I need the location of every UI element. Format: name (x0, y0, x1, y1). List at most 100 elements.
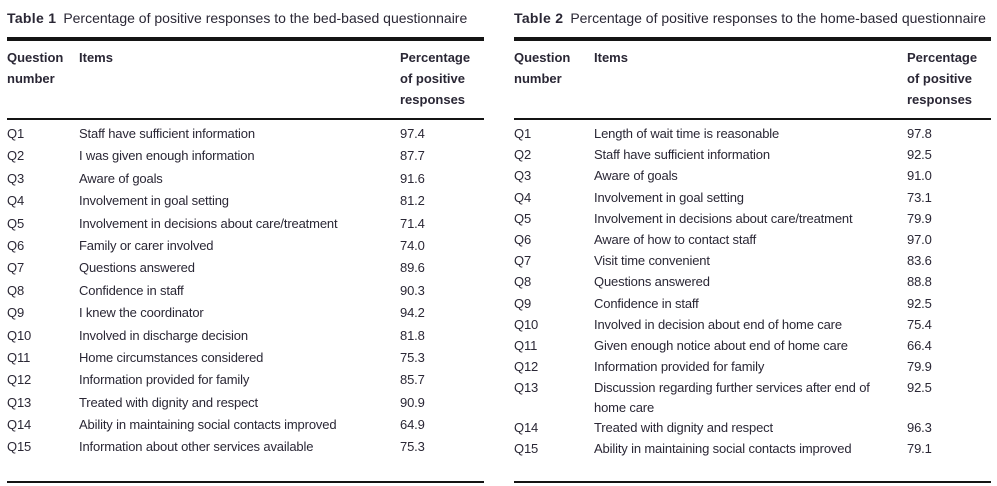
table-row: Q4 Involvement in goal setting 81.2 (7, 191, 484, 213)
row-question-number: Q8 (7, 282, 25, 298)
row-question-number: Q13 (514, 380, 539, 396)
row-item: Home circumstances considered (79, 349, 264, 365)
table-row: Q15 Information about other services avai… (7, 437, 484, 459)
row-value: 75.3 (400, 349, 425, 365)
row-value: 74.0 (400, 237, 425, 253)
table-row: Q2 I was given enough information 87.7 (7, 146, 484, 168)
row-value: 97.8 (907, 126, 932, 141)
row-question-number: Q6 (7, 237, 25, 253)
caption-rule (7, 37, 484, 41)
row-value: 94.2 (400, 305, 425, 321)
row-item: Questions answered (594, 274, 710, 290)
row-question-number: Q15 (7, 439, 32, 455)
table-row: Q6 Aware of how to contact staff 97.0 (514, 230, 991, 251)
row-item: Confidence in staff (79, 282, 184, 298)
row-item: Involved in decision about end of home c… (594, 316, 842, 332)
row-item: Involvement in decisions about care/trea… (594, 210, 853, 226)
row-value: 90.9 (400, 394, 425, 410)
row-item: I was given enough information (79, 148, 255, 164)
row-item: Length of wait time is reasonable (594, 126, 780, 141)
row-value: 79.9 (907, 359, 932, 375)
row-item: Information provided for family (594, 359, 765, 375)
table-row: Q12 Information provided for family 79.9 (514, 357, 991, 378)
table-row: Q5 Involvement in decisions about care/tr… (7, 214, 484, 236)
table-header-row: Question number Items Percentage of posi… (514, 41, 991, 118)
row-item: Family or carer involved (79, 237, 214, 253)
row-item: Involvement in goal setting (594, 189, 744, 205)
row-question-number: Q2 (514, 147, 532, 163)
row-question-number: Q6 (514, 231, 532, 247)
row-question-number: Q5 (7, 215, 25, 231)
table-row: Q1 Length of wait time is reasonable 97.8 (514, 124, 991, 145)
row-question-number: Q14 (514, 420, 539, 436)
table-row: Q7 Questions answered 89.6 (7, 258, 484, 280)
row-item: Aware of how to contact staff (594, 231, 757, 247)
table-row: Q11 Home circumstances considered 75.3 (7, 348, 484, 370)
table-caption: Table 1 Percentage of positive responses … (7, 4, 484, 30)
row-item: Given enough notice about end of home ca… (594, 337, 848, 353)
row-value: 79.1 (907, 441, 932, 457)
table-row: Q3 Aware of goals 91.0 (514, 166, 991, 187)
row-item: Involved in discharge decision (79, 327, 248, 343)
row-question-number: Q10 (7, 327, 32, 343)
table-row: Q1 Staff have sufficient information 97.4 (7, 124, 484, 146)
row-item: Information about other services availab… (79, 439, 314, 455)
bottom-rule (514, 481, 991, 483)
table-row: Q8 Questions answered 88.8 (514, 272, 991, 293)
table-caption-text: Percentage of positive responses to the … (63, 10, 468, 26)
row-question-number: Q4 (514, 189, 532, 205)
table-row: Q12 Information provided for family 85.7 (7, 370, 484, 392)
row-value: 73.1 (907, 189, 932, 205)
row-value: 96.3 (907, 420, 932, 436)
row-item: Information provided for family (79, 372, 250, 388)
table-row: Q13 Discussion regarding further services… (514, 378, 991, 418)
table-caption: Table 2 Percentage of positive responses … (514, 4, 991, 30)
row-value: 81.8 (400, 327, 425, 343)
header-rule (514, 118, 991, 120)
caption-rule (514, 37, 991, 41)
col-header-percentage: Percentage of positive responses (400, 50, 471, 107)
row-question-number: Q14 (7, 417, 32, 433)
row-question-number: Q11 (514, 337, 538, 353)
row-question-number: Q9 (514, 295, 532, 311)
row-item: Confidence in staff (594, 295, 699, 311)
col-header-items: Items (79, 50, 113, 65)
row-value: 92.5 (907, 295, 932, 311)
row-question-number: Q2 (7, 148, 25, 164)
row-question-number: Q11 (7, 349, 31, 365)
table-row: Q8 Confidence in staff 90.3 (7, 281, 484, 303)
row-item: Involvement in decisions about care/trea… (79, 215, 338, 231)
table-header-row: Question number Items Percentage of posi… (7, 41, 484, 118)
table-row: Q2 Staff have sufficient information 92.5 (514, 145, 991, 166)
row-question-number: Q15 (514, 441, 539, 457)
col-header-question-number: Question number (514, 50, 571, 86)
col-header-question-number: Question number (7, 50, 64, 86)
row-value: 66.4 (907, 337, 932, 353)
row-question-number: Q13 (7, 394, 32, 410)
row-value: 85.7 (400, 372, 425, 388)
table-row: Q13 Treated with dignity and respect 90.9 (7, 393, 484, 415)
table-bed-based: Table 1 Percentage of positive responses … (7, 4, 484, 483)
table-row: Q4 Involvement in goal setting 73.1 (514, 188, 991, 209)
row-question-number: Q1 (514, 126, 532, 141)
row-question-number: Q7 (514, 253, 532, 269)
row-question-number: Q1 (7, 126, 25, 141)
row-value: 92.5 (907, 147, 932, 163)
row-value: 87.7 (400, 148, 425, 164)
row-question-number: Q9 (7, 305, 25, 321)
table-row: Q7 Visit time convenient 83.6 (514, 251, 991, 272)
row-value: 83.6 (907, 253, 932, 269)
row-item: Ability in maintaining social contacts i… (594, 441, 852, 457)
row-value: 97.0 (907, 231, 932, 247)
table-home-based: Table 2 Percentage of positive responses … (514, 4, 991, 483)
row-value: 90.3 (400, 282, 425, 298)
row-item: Staff have sufficient information (594, 147, 770, 163)
table-row: Q11 Given enough notice about end of home… (514, 336, 991, 357)
table-rows: Q1 Length of wait time is reasonable 97.8 Q… (514, 120, 991, 466)
row-value: 75.4 (907, 316, 932, 332)
table-row: Q15 Ability in maintaining social contact… (514, 439, 991, 460)
table-label: Table 1 (7, 10, 57, 26)
row-value: 89.6 (400, 260, 425, 276)
row-value: 91.6 (400, 170, 425, 186)
